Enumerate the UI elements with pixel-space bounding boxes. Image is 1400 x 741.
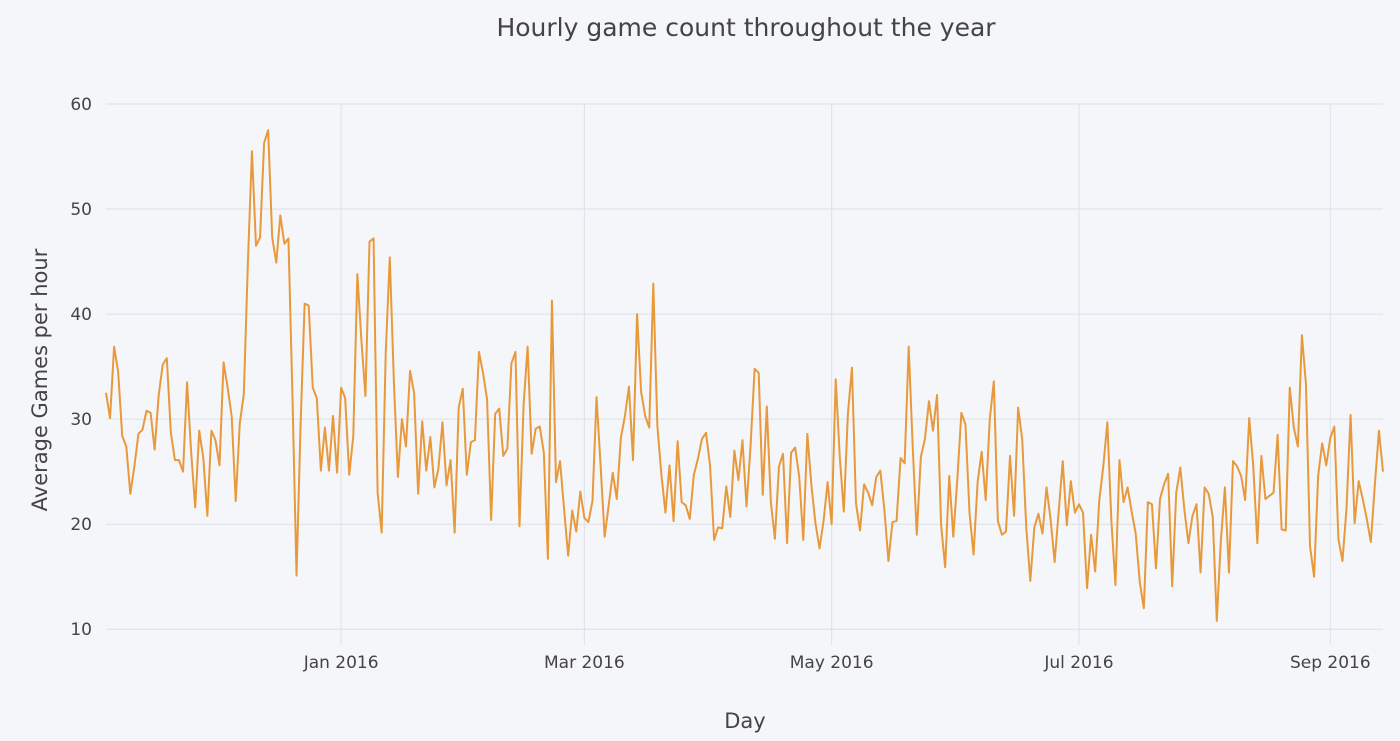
y-tick-label: 20 — [70, 515, 92, 535]
x-axis-title: Day — [724, 709, 765, 733]
y-tick-label: 50 — [70, 200, 92, 220]
x-tick-label: Mar 2016 — [544, 653, 625, 673]
x-tick-label: May 2016 — [790, 653, 874, 673]
x-tick-label: Jul 2016 — [1043, 653, 1113, 673]
x-tick-label: Sep 2016 — [1290, 653, 1371, 673]
y-tick-label: 60 — [70, 95, 92, 115]
x-tick-label: Jan 2016 — [303, 653, 379, 673]
y-tick-label: 10 — [70, 620, 92, 640]
y-tick-label: 30 — [70, 410, 92, 430]
chart-title: Hourly game count throughout the year — [496, 13, 996, 42]
y-tick-label: 40 — [70, 305, 92, 325]
y-axis-title: Average Games per hour — [28, 248, 52, 511]
